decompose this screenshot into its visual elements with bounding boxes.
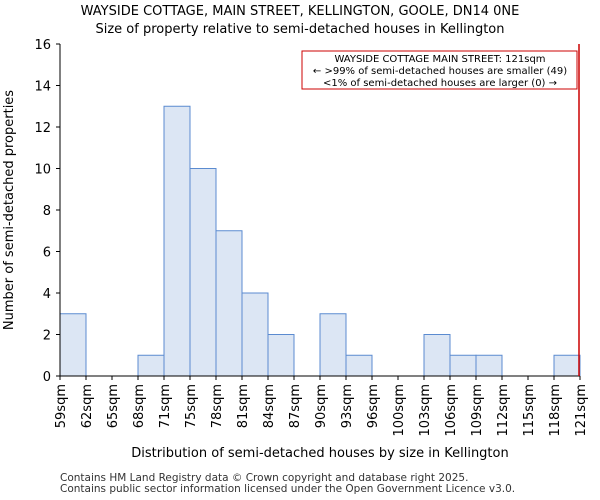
- bar-90sqm: [319, 313, 347, 377]
- bar-81sqm: [241, 292, 269, 377]
- y-tick-label: 2: [43, 329, 51, 344]
- footer-line-2: Contains public sector information licen…: [60, 483, 515, 495]
- bar-118sqm: [553, 354, 581, 377]
- y-tick-label: 12: [34, 121, 51, 136]
- footer-line-1: Contains HM Land Registry data © Crown c…: [60, 472, 468, 484]
- bar-78sqm: [215, 230, 243, 377]
- x-tick-label: 93sqm: [340, 384, 355, 428]
- x-tick-label: 68sqm: [132, 384, 147, 428]
- bar-109sqm: [475, 354, 503, 377]
- x-tick-label: 103sqm: [418, 384, 433, 437]
- x-tick-label: 90sqm: [314, 384, 329, 428]
- x-ticks-group: 59sqm 62sqm 65sqm 68sqm 71sqm 75sqm 78sqm 81sqm…: [54, 376, 589, 437]
- y-tick-label: 4: [43, 287, 51, 302]
- y-tick-label: 10: [34, 163, 51, 178]
- x-tick-label: 87sqm: [288, 384, 303, 428]
- x-tick-label: 59sqm: [54, 384, 69, 428]
- annotation-line-2: ← >99% of semi-detached houses are small…: [313, 66, 567, 77]
- y-tick-label: 14: [34, 80, 51, 95]
- bar-68sqm: [137, 354, 165, 377]
- x-tick-label: 109sqm: [470, 384, 485, 437]
- bar-84sqm: [267, 334, 295, 377]
- x-tick-label: 65sqm: [106, 384, 121, 428]
- x-tick-label: 118sqm: [548, 384, 563, 437]
- bar-103sqm: [423, 334, 451, 377]
- x-tick-label: 96sqm: [366, 384, 381, 428]
- x-tick-label: 115sqm: [522, 384, 537, 437]
- x-tick-label: 78sqm: [210, 384, 225, 428]
- x-tick-label: 62sqm: [80, 384, 95, 428]
- y-axis-label: Number of semi-detached properties: [2, 90, 17, 330]
- y-tick-label: 16: [34, 38, 51, 53]
- x-tick-label: 106sqm: [444, 384, 459, 437]
- annotation-line-1: WAYSIDE COTTAGE MAIN STREET: 121sqm: [334, 54, 545, 65]
- annotation-line-3: <1% of semi-detached houses are larger (…: [323, 78, 557, 89]
- y-tick-label: 6: [43, 246, 51, 261]
- bar-93sqm: [345, 354, 373, 377]
- annotation-box: WAYSIDE COTTAGE MAIN STREET: 121sqm ← >9…: [301, 50, 578, 90]
- chart-title: WAYSIDE COTTAGE, MAIN STREET, KELLINGTON…: [81, 4, 520, 19]
- bar-71sqm: [163, 105, 191, 377]
- y-ticks-group: 0 2 4 6 8 10 12 14 16: [34, 38, 60, 385]
- x-axis-label: Distribution of semi-detached houses by …: [131, 446, 508, 461]
- x-tick-label: 112sqm: [496, 384, 511, 437]
- x-tick-label: 100sqm: [392, 384, 407, 437]
- x-tick-label: 75sqm: [184, 384, 199, 428]
- x-tick-label: 84sqm: [262, 384, 277, 428]
- x-tick-label: 71sqm: [158, 384, 173, 428]
- chart-subtitle: Size of property relative to semi-detach…: [95, 22, 504, 37]
- bar-75sqm: [189, 168, 217, 377]
- y-tick-label: 0: [43, 370, 51, 385]
- bar-106sqm: [449, 354, 477, 377]
- bar-59sqm: [59, 313, 87, 377]
- bars-group: [59, 105, 581, 377]
- x-tick-label: 81sqm: [236, 384, 251, 428]
- y-tick-label: 8: [43, 204, 51, 219]
- x-tick-label: 121sqm: [574, 384, 589, 437]
